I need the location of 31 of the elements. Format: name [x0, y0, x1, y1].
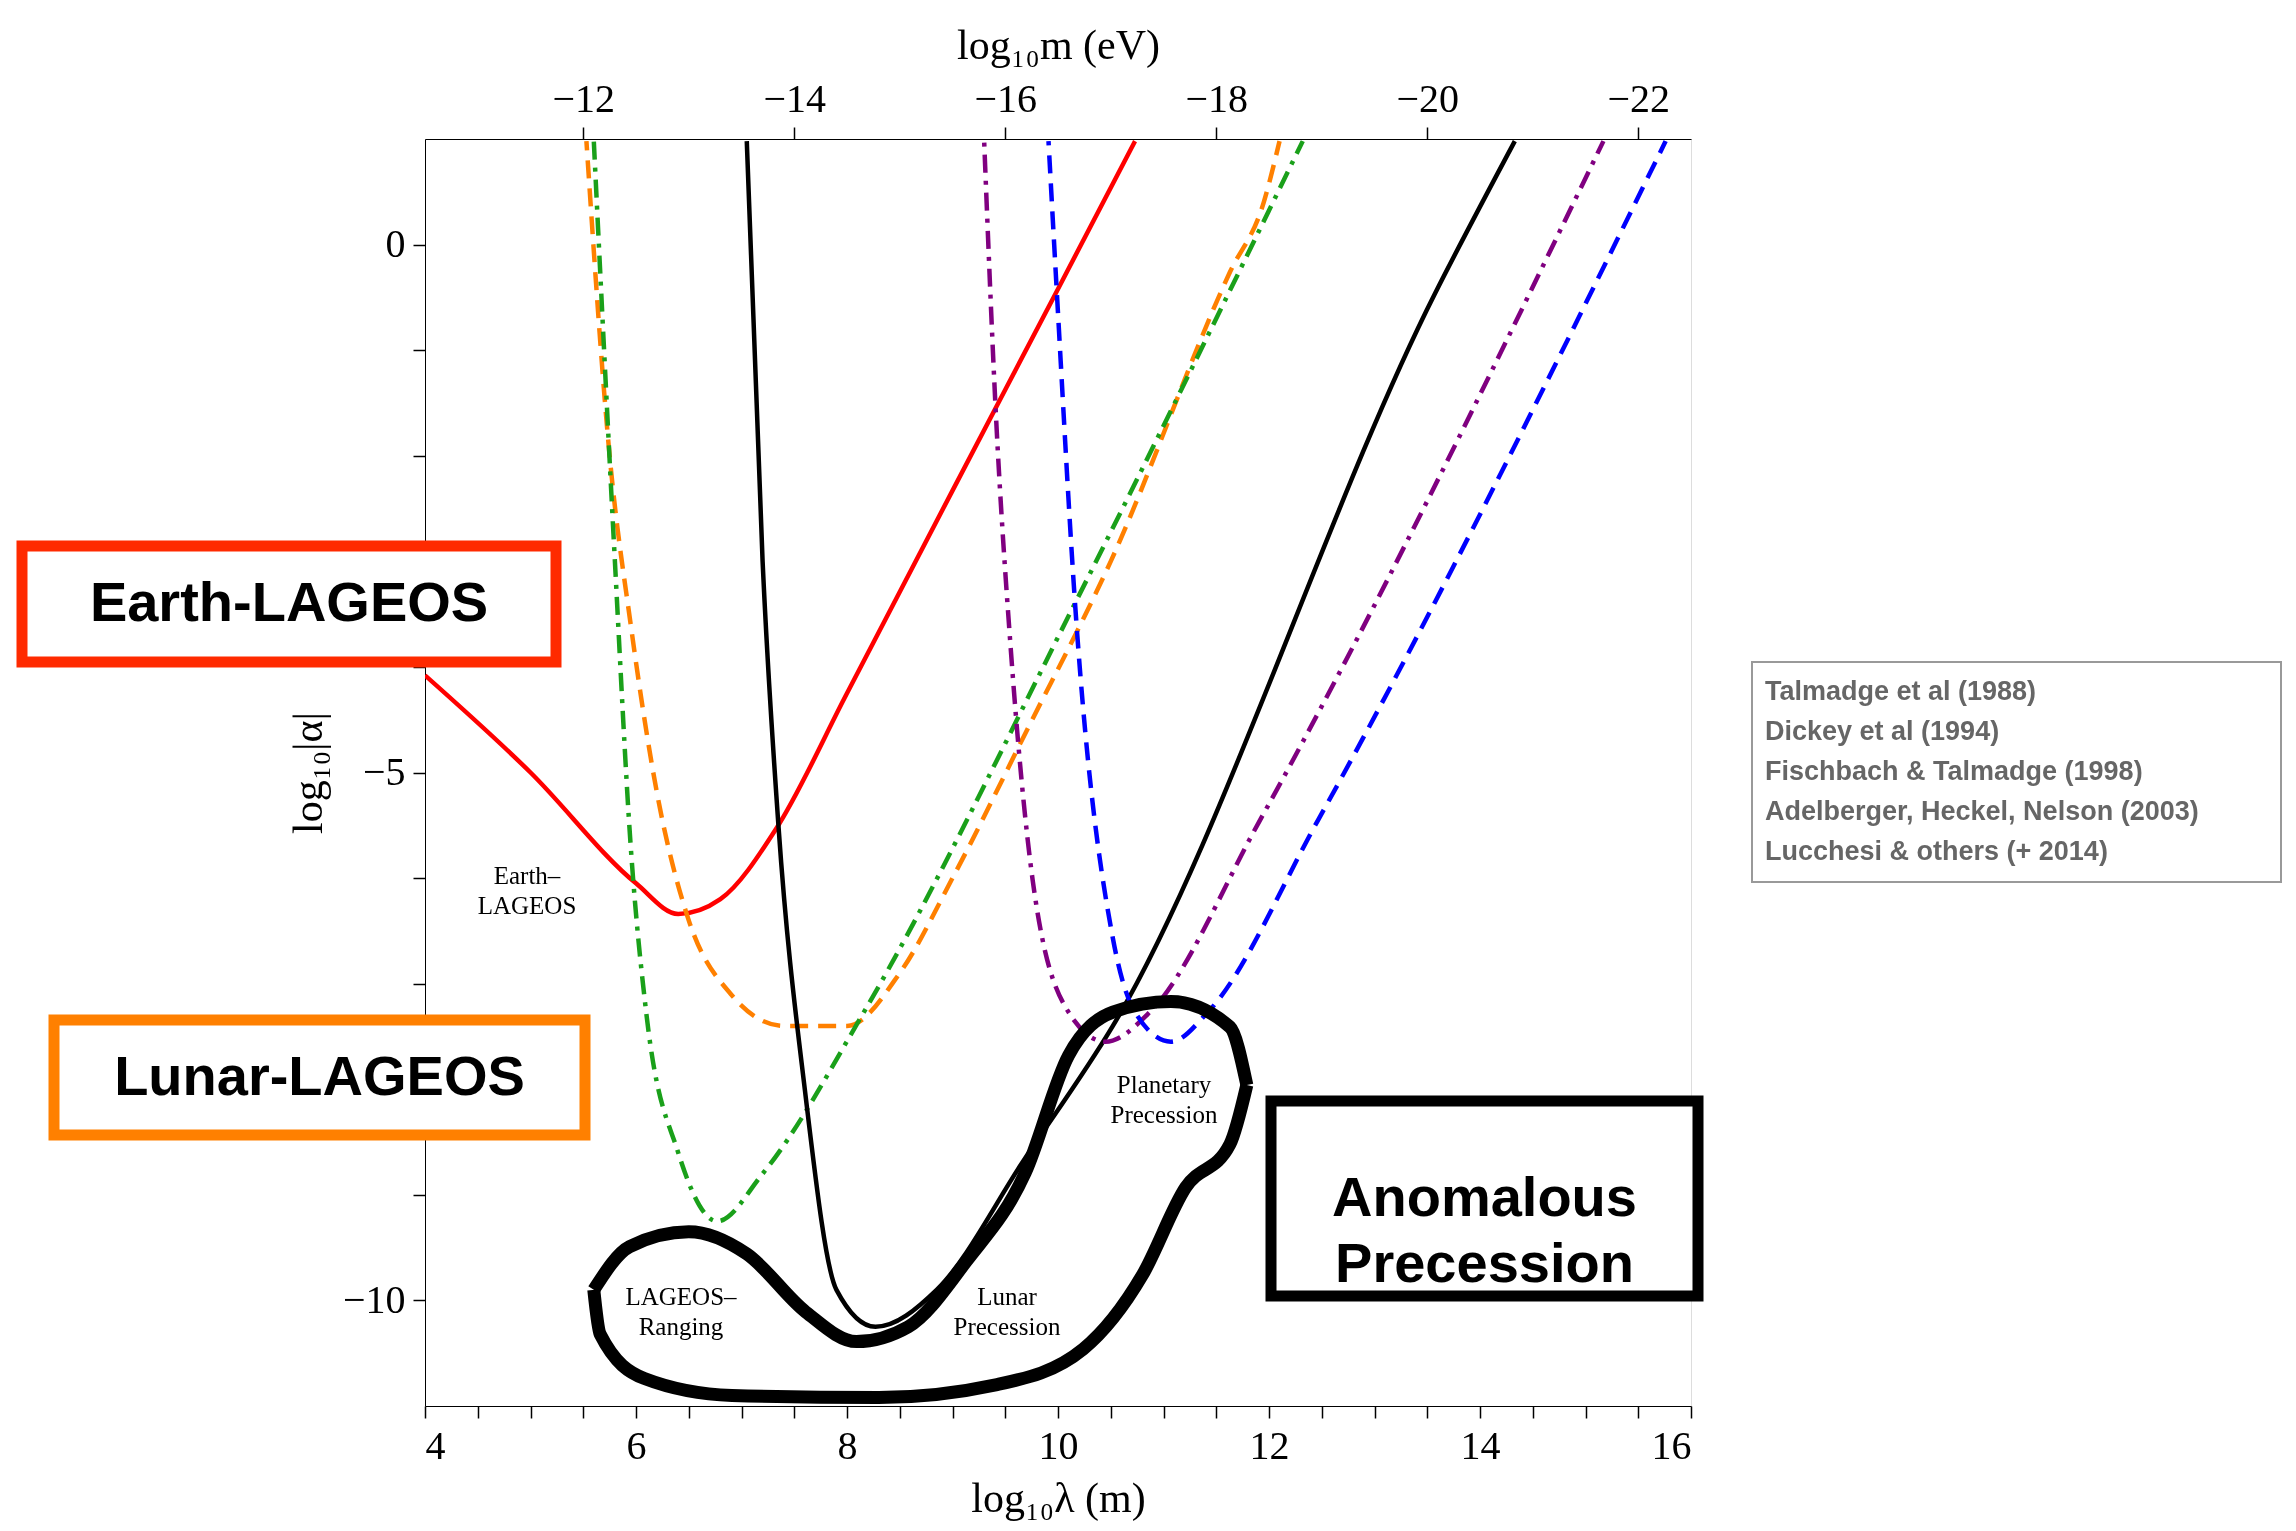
y-axis-title: log₁₀|α| [284, 712, 331, 834]
text: Lucchesi & others (+ 2014) [1765, 836, 2108, 866]
x2-tick-label: −20 [1396, 75, 1460, 121]
annotation: LAGEOS– Ranging [625, 1283, 738, 1340]
x2-tick-label: −12 [552, 75, 616, 121]
x-tick-label: 8 [837, 1422, 858, 1468]
x2-tick-label: −16 [974, 75, 1038, 121]
text: Fischbach & Talmadge (1998) [1765, 756, 2143, 786]
text: Dickey et al (1994) [1765, 716, 2000, 746]
text: Talmadge et al (1988) [1765, 676, 2037, 706]
x2-axis-title: log₁₀m (eV) [956, 21, 1161, 69]
x-tick-label: 10 [1038, 1422, 1079, 1468]
x-tick-label: 14 [1460, 1422, 1501, 1468]
y-tick-label: 0 [385, 221, 406, 267]
annotation: Planetary Precession [1110, 1071, 1218, 1128]
annotation: Lunar-LAGEOS [114, 1043, 525, 1107]
text: Adelberger, Heckel, Nelson (2003) [1765, 796, 2199, 826]
annotation: Lunar Precession [953, 1283, 1061, 1340]
annotation: Earth– LAGEOS [477, 862, 577, 919]
y-tick-label: −5 [362, 749, 406, 794]
annotation: Earth-LAGEOS [89, 570, 489, 633]
x-tick-label: 12 [1249, 1422, 1290, 1468]
x2-tick-label: −18 [1185, 75, 1249, 121]
x2-tick-label: −22 [1607, 75, 1671, 121]
x-axis-title: log₁₀λ (m) [971, 1474, 1146, 1522]
y-tick-label: −10 [342, 1276, 406, 1322]
x2-tick-label: −14 [763, 75, 827, 121]
x-tick-label: 6 [626, 1422, 647, 1468]
annotation: Anomalous Precession [1332, 1164, 1637, 1294]
x-tick-label: 4 [425, 1422, 446, 1468]
x-tick-label: 16 [1651, 1422, 1692, 1468]
